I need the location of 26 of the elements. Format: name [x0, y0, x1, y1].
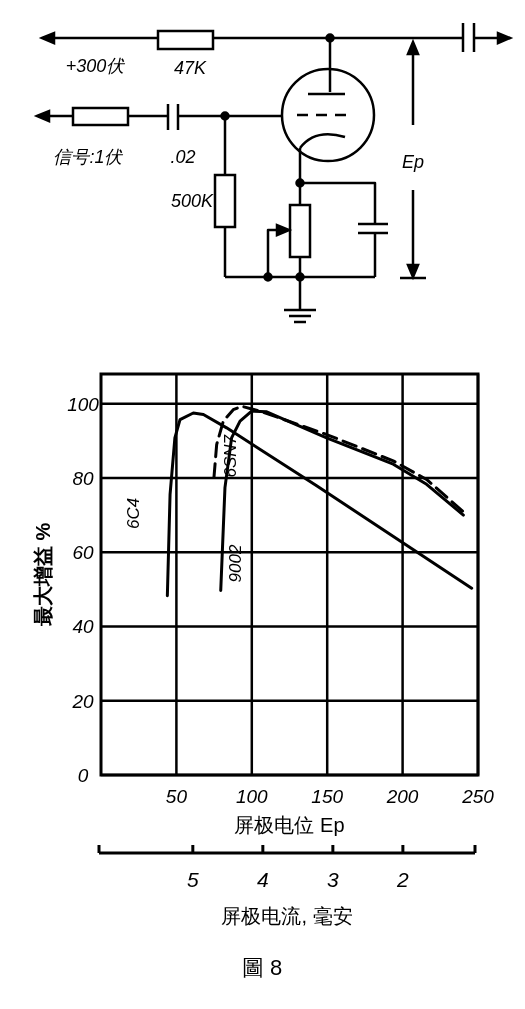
x2-tick-label: 5 — [186, 868, 199, 891]
text: .02 — [170, 147, 196, 167]
x-tick-label: 100 — [235, 786, 269, 807]
x2-tick-label: 3 — [327, 868, 340, 891]
y-tick-label: 20 — [71, 690, 94, 712]
x-tick-label: 250 — [461, 786, 495, 807]
text: 500K — [170, 191, 214, 211]
text: Ep — [401, 152, 425, 172]
x-tick-label: 150 — [311, 786, 344, 807]
x-tick-label: 200 — [385, 786, 419, 807]
y-tick-label: 60 — [72, 542, 94, 564]
y-tick-label: 100 — [67, 393, 100, 415]
caption: 圖 8 — [241, 955, 283, 980]
text: 6C4 — [124, 497, 144, 530]
x2-tick-label: 4 — [257, 868, 269, 891]
y-tick-label: 80 — [72, 467, 94, 489]
y-axis-title: 最大增益 % — [32, 522, 54, 628]
y-tick-label: 40 — [72, 616, 94, 638]
x2-tick-label: 2 — [396, 868, 410, 891]
y-tick-label: 0 — [77, 765, 89, 786]
text: 信号:1伏 — [53, 147, 125, 167]
text: +300伏 — [65, 56, 127, 76]
x-tick-label: 50 — [165, 786, 188, 807]
x2-axis-title: 屏极电流, 毫安 — [221, 905, 353, 927]
x-axis-title: 屏极电位 Ep — [234, 814, 345, 836]
text: 47K — [173, 58, 208, 78]
